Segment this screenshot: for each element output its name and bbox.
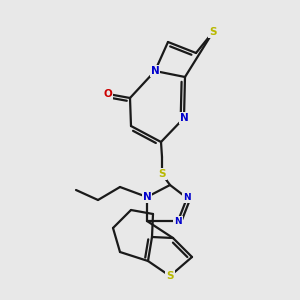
Text: N: N [183, 194, 191, 202]
Text: N: N [180, 113, 188, 123]
Text: N: N [174, 217, 182, 226]
Text: S: S [209, 27, 217, 37]
Text: N: N [142, 192, 152, 202]
Text: S: S [158, 169, 166, 179]
Text: O: O [103, 89, 112, 99]
Text: S: S [166, 271, 174, 281]
Text: N: N [151, 66, 159, 76]
